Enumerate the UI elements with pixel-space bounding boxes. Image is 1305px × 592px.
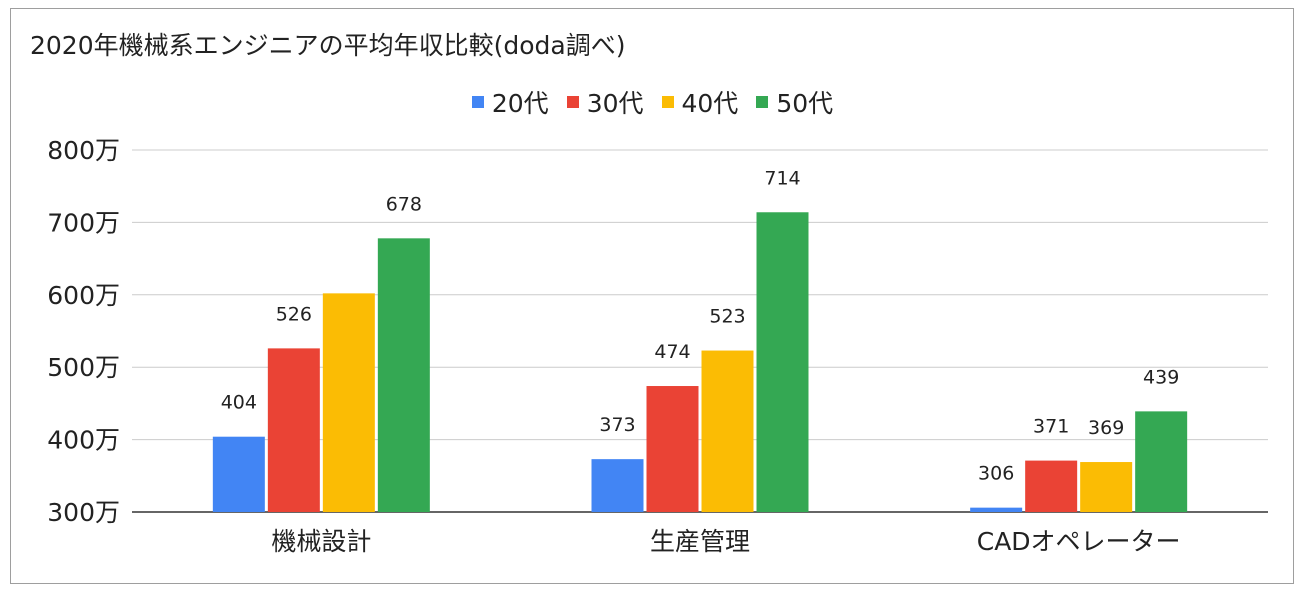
data-label: 369: [1088, 417, 1124, 439]
bar: [1135, 411, 1188, 512]
bar: [322, 293, 375, 512]
data-label: 526: [276, 303, 312, 325]
bar: [377, 238, 430, 512]
legend-swatch: [756, 96, 769, 108]
legend-item-1: 20代: [471, 84, 549, 120]
legend-item-4: 50代: [756, 84, 833, 120]
legend-label: 50代: [776, 89, 834, 118]
data-label: 678: [386, 193, 422, 215]
data-label: 474: [654, 341, 690, 363]
y-tick-label: 300万: [47, 498, 120, 527]
legend-label: 20代: [491, 89, 549, 118]
bar: [756, 212, 809, 512]
bar: [701, 350, 754, 512]
data-label: 714: [764, 167, 800, 189]
y-tick-label: 400万: [47, 426, 120, 455]
data-label: 373: [599, 414, 635, 436]
chart-legend: 20代 30代 40代 50代: [0, 84, 1305, 120]
bar: [1080, 462, 1133, 512]
legend-swatch: [566, 96, 579, 108]
data-label: 523: [709, 306, 745, 328]
legend-item-3: 40代: [661, 84, 739, 120]
bar: [212, 436, 265, 512]
y-tick-label: 500万: [47, 353, 120, 382]
bar: [970, 507, 1023, 512]
bar: [267, 348, 320, 512]
data-label: 404: [221, 392, 257, 414]
x-tick-label: 生産管理: [650, 527, 750, 556]
y-tick-label: 800万: [47, 136, 120, 165]
x-tick-label: 機械設計: [271, 527, 371, 556]
legend-label: 40代: [681, 89, 739, 118]
legend-swatch: [661, 96, 674, 108]
bar: [1025, 460, 1078, 512]
legend-label: 30代: [586, 89, 644, 118]
legend-item-2: 30代: [566, 84, 644, 120]
bar: [591, 459, 644, 512]
data-label: 371: [1033, 416, 1069, 438]
y-tick-label: 600万: [47, 281, 120, 310]
chart-title: 2020年機械系エンジニアの平均年収比較(doda調べ): [30, 31, 626, 60]
data-label: 306: [978, 463, 1014, 485]
bar: [646, 386, 699, 512]
data-label: 439: [1143, 366, 1179, 388]
legend-swatch: [471, 96, 484, 108]
x-tick-label: CADオペレーター: [977, 527, 1181, 556]
y-tick-label: 700万: [47, 208, 120, 237]
